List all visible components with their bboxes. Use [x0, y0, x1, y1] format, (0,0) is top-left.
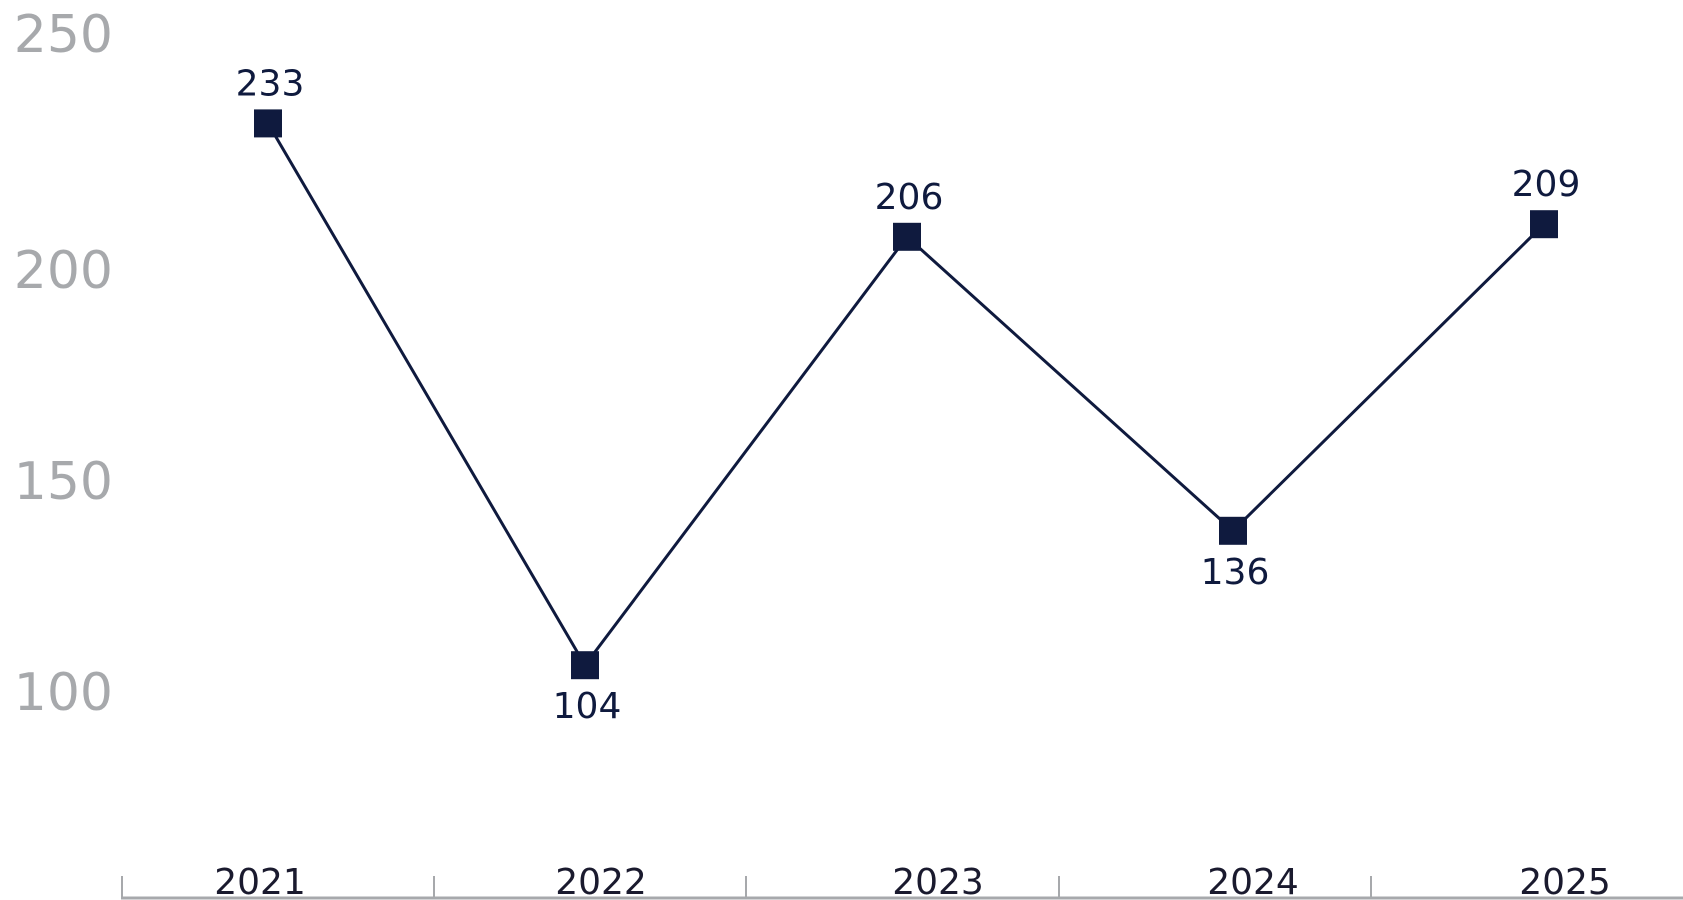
data-point-marker [254, 109, 282, 138]
x-axis: 2021 2022 2023 2024 2025 [121, 862, 1683, 900]
data-point-marker [1530, 210, 1558, 239]
data-label: 206 [875, 177, 944, 218]
x-tick-label: 2021 [214, 862, 306, 900]
data-label: 233 [236, 63, 305, 104]
y-tick-label: 200 [14, 241, 113, 301]
y-tick-label: 100 [14, 663, 113, 723]
data-label: 136 [1201, 552, 1270, 593]
data-point-marker [893, 222, 921, 251]
x-tick-label: 2023 [892, 862, 984, 900]
data-point-marker [1219, 516, 1247, 545]
x-tick-label: 2024 [1207, 862, 1299, 900]
y-tick-label: 150 [14, 452, 113, 512]
y-axis: 100 150 200 250 [14, 5, 113, 723]
data-point-marker [571, 651, 599, 680]
data-label: 104 [553, 686, 622, 727]
x-tick-label: 2022 [555, 862, 647, 900]
y-tick-label: 250 [14, 5, 113, 65]
data-label: 209 [1512, 164, 1581, 205]
series-group: 233 104 206 136 209 [236, 63, 1581, 727]
x-tick-label: 2025 [1519, 862, 1611, 900]
